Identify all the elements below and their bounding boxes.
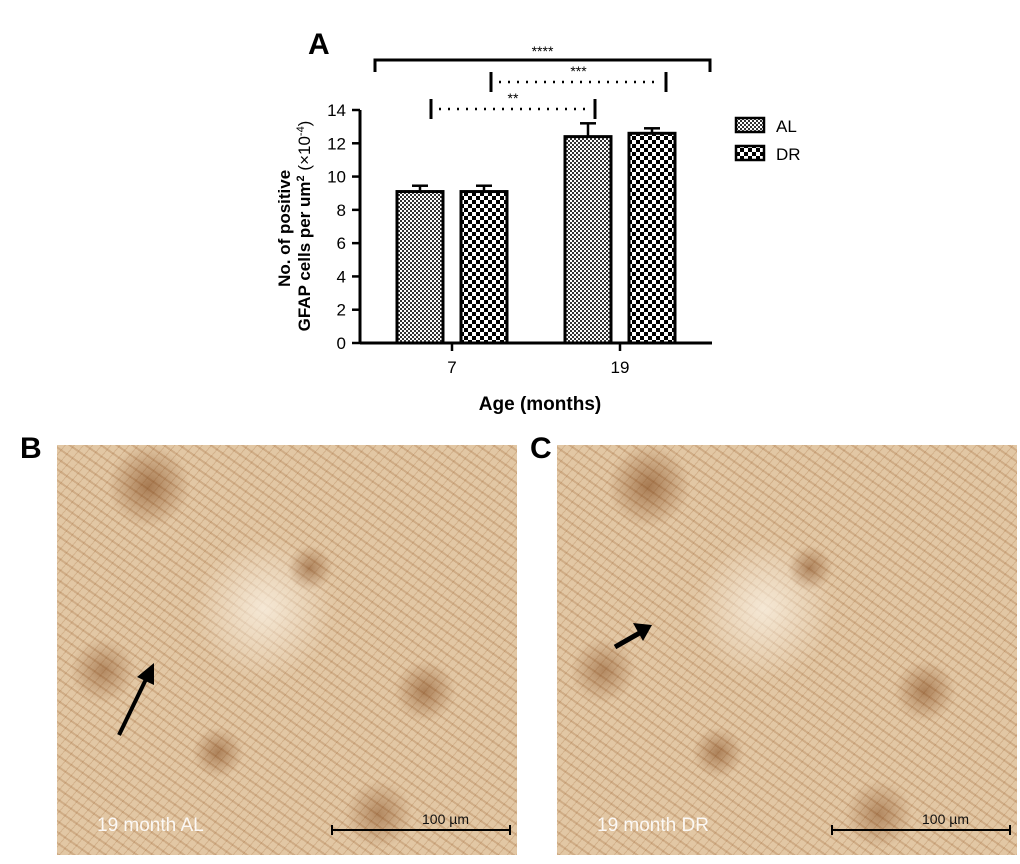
panel-a-label: A — [308, 28, 330, 61]
y-tick-label: 2 — [337, 301, 346, 320]
bar-dr-7 — [459, 190, 509, 345]
micrograph-label: 19 month DR — [597, 815, 709, 836]
panel-b-label: B — [20, 432, 42, 465]
bar-dr-19 — [627, 131, 677, 345]
panel-c-label: C — [530, 432, 552, 465]
y-tick-label: 10 — [327, 168, 346, 187]
y-axis-label-line1: No. of positive — [275, 170, 294, 287]
y-axis-unit-end: ) — [295, 121, 314, 127]
y-axis-label: No. of positive GFAP cells per um2 (×10-… — [275, 121, 314, 332]
significance-bracket — [373, 58, 712, 72]
scale-bar — [331, 825, 511, 835]
bar-al-7 — [395, 190, 445, 345]
y-tick-label: 4 — [337, 267, 346, 286]
x-tick-label: 19 — [611, 358, 630, 377]
scale-bar-label: 100 µm — [422, 811, 469, 827]
micrograph-19-month-dr: 19 month DR 100 µm — [557, 445, 1017, 855]
legend-swatch-al — [734, 116, 766, 134]
y-tick-label: 8 — [337, 201, 346, 220]
y-axis-label-line2: GFAP cells per um — [295, 181, 314, 331]
y-axis-unit: (×10 — [295, 136, 314, 171]
legend-label-al: AL — [776, 117, 797, 136]
x-axis-label: Age (months) — [479, 394, 601, 415]
y-tick-label: 0 — [337, 334, 346, 353]
y-tick-label: 6 — [337, 234, 346, 253]
x-tick-label: 7 — [447, 358, 456, 377]
y-axis-label-sup: 2 — [295, 175, 307, 181]
y-tick-label: 14 — [327, 101, 346, 120]
micrograph-label: 19 month AL — [97, 815, 204, 836]
significance-label: *** — [570, 63, 587, 79]
scale-bar-label: 100 µm — [922, 811, 969, 827]
arrow-icon — [117, 663, 154, 736]
y-tick-label: 12 — [327, 134, 346, 153]
micrograph-19-month-al: 19 month AL 100 µm — [57, 445, 517, 855]
legend-swatch-dr — [734, 144, 766, 162]
significance-label: ** — [508, 90, 519, 106]
legend: AL DR — [734, 116, 801, 164]
significance-label: **** — [532, 43, 554, 59]
y-axis-unit-sup: -4 — [295, 126, 307, 136]
arrow-icon — [613, 623, 652, 650]
bar-al-19 — [563, 135, 613, 345]
legend-label-dr: DR — [776, 145, 801, 164]
scale-bar — [831, 825, 1011, 835]
